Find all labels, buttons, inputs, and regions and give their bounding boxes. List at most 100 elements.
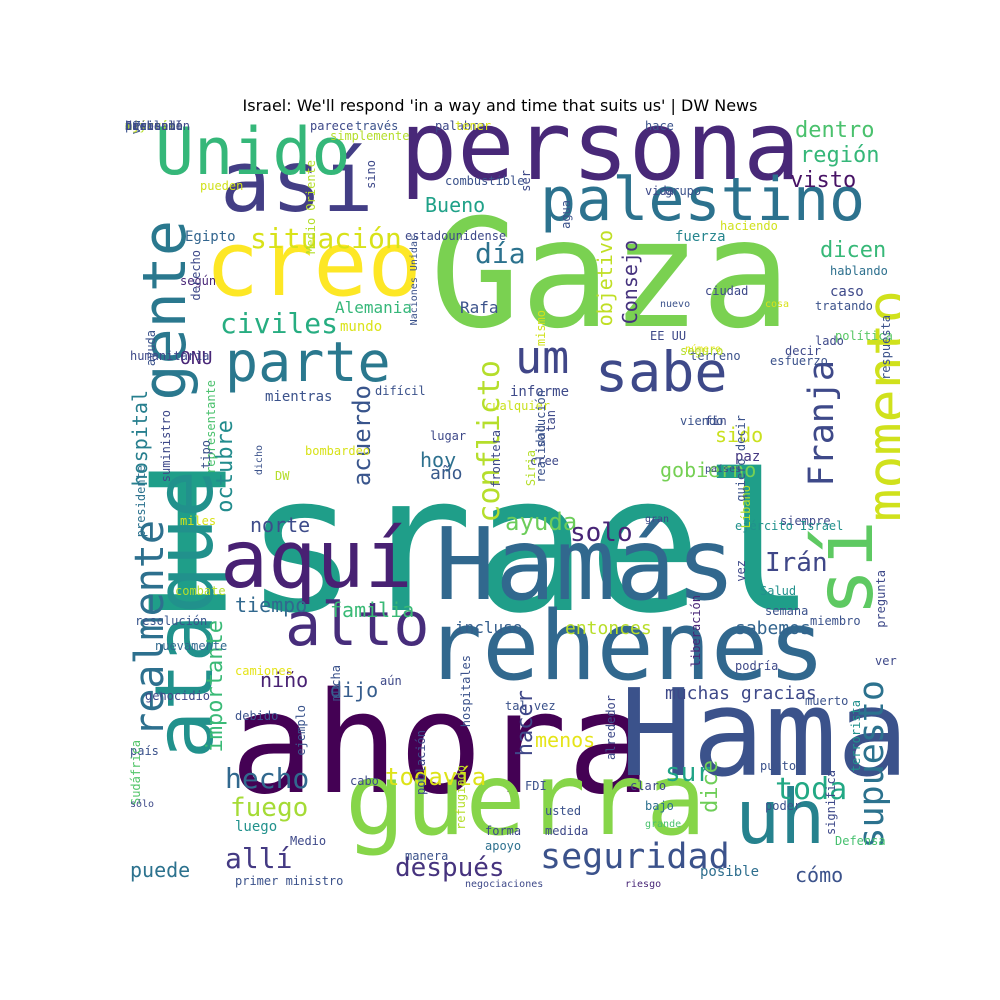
word-106-poder: poder	[765, 799, 802, 813]
word-101-forma: forma	[485, 824, 522, 838]
word-166-tipo: tipo	[199, 440, 213, 469]
word-162-dicho: dicho	[254, 445, 265, 476]
word-171-derecho: derecho	[189, 250, 203, 301]
word-63-como: cómo	[795, 863, 844, 887]
word-5-rehenes: rehenes	[425, 592, 826, 702]
word-175-traves: través	[355, 120, 399, 133]
word-160-frontera: frontera	[489, 430, 503, 488]
word-165-bombardeo: bombardeo	[305, 444, 371, 458]
word-108-grande: grande	[645, 819, 682, 830]
word-36-dia: día	[475, 237, 526, 270]
word-27-toda: toda	[775, 772, 848, 807]
word-20-um: um	[515, 331, 570, 384]
word-182-ser: ser	[519, 170, 533, 192]
word-102-apoyo: apoyo	[485, 839, 522, 853]
word-70-mundo: mundo	[340, 319, 383, 335]
word-173-pueden: pueden	[200, 179, 244, 193]
word-12-aqui: aquí	[220, 513, 413, 606]
word-196-hacia: hacia	[125, 120, 162, 133]
word-128-salud: Salud	[760, 584, 797, 598]
word-72-paz: paz	[735, 449, 761, 465]
word-120-mucha: mucha	[329, 665, 343, 702]
word-97-cabo: cabo	[350, 774, 379, 788]
word-103-negociaciones: negociaciones	[465, 879, 544, 890]
word-129-vez: vez	[734, 560, 748, 582]
word-60-dijo: dijo	[330, 678, 379, 702]
word-189-ejercito: ejército	[125, 120, 183, 133]
word-52-bueno: Bueno	[425, 193, 486, 217]
word-135-liberacion: liberación	[689, 595, 703, 668]
word-68-onu: ONU	[180, 348, 213, 369]
word-158-cree: cree	[530, 454, 559, 468]
word-155-lugar: lugar	[430, 429, 467, 443]
word-54-sido: sido	[715, 423, 764, 447]
word-107-bajo: bajo	[645, 799, 674, 813]
word-118-hospitales: hospitales	[459, 655, 473, 728]
word-141-viendo: viendo	[680, 414, 724, 428]
word-144-terreno: terreno	[690, 349, 741, 363]
word-174-parece: parece	[310, 120, 354, 133]
word-6-guerra: guerra	[345, 741, 707, 858]
word-77-informe: informe	[510, 384, 570, 400]
word-84-presidente: presidente	[134, 465, 148, 538]
word-179-hace: hace	[645, 120, 674, 133]
word-55-familia: familia	[330, 598, 415, 622]
word-43-sur: sur	[665, 758, 712, 788]
word-127-semana: semana	[765, 604, 809, 618]
word-94-solo: sólo	[130, 799, 155, 810]
word-126-pregunta: pregunta	[874, 570, 888, 628]
word-90-debido: debido	[235, 709, 279, 723]
word-122-podria: podría	[735, 659, 779, 673]
word-73-fuerza: fuerza	[675, 229, 726, 245]
word-113-tal-vez: tal vez	[505, 699, 556, 713]
word-58-hoy: hoy	[420, 448, 457, 472]
word-9-asi: así	[220, 133, 374, 232]
word-119-aun: aún	[380, 674, 402, 688]
word-56-tiempo: tiempo	[235, 593, 308, 617]
word-190-tribunal: tribunal	[125, 120, 183, 133]
word-136-gran: gran	[645, 514, 670, 525]
word-49-objetivo: objetivo	[593, 230, 617, 327]
word-34-todavia: todavía	[385, 763, 487, 791]
word-195-diciendo: diciendo	[125, 120, 183, 133]
word-151-nuevo: nuevo	[660, 299, 691, 310]
word-4-hama: Hama	[620, 665, 900, 804]
word-cloud: Israel Gaza ahora Hamás Hama rehenes guerra per…	[125, 120, 900, 890]
word-96-primer-ministro: primer ministro	[235, 874, 344, 888]
word-121-camiones: camiones	[235, 664, 293, 678]
word-159-solucion: solución	[534, 390, 548, 448]
word-51-dicen: dicen	[820, 238, 887, 263]
word-44-dice: dice	[698, 760, 723, 813]
word-148-seguro: seguro	[680, 344, 724, 358]
word-61-menos: menos	[535, 728, 596, 752]
word-187-estadounidense: estadounidense	[405, 229, 507, 243]
word-89-genocidio: genocidio	[145, 689, 211, 703]
word-125-miembro: miembro	[810, 614, 861, 628]
word-64-sabemos: sabemos	[735, 618, 811, 639]
word-105-defensa: Defensa	[835, 834, 886, 848]
word-83-respuesta: respuesta	[879, 315, 893, 381]
word-194-problema: problema	[125, 120, 183, 133]
word-193-casa: casa	[125, 120, 154, 133]
word-39-visto: visto	[790, 168, 857, 193]
word-167-humanitaria: humanitaria	[130, 349, 210, 363]
word-176-simplemente: simplemente	[330, 129, 410, 143]
word-75-luego: luego	[235, 819, 278, 835]
word-76-mientras: mientras	[265, 389, 333, 405]
word-180-sino: sino	[364, 160, 378, 189]
word-192-bien: bien	[125, 120, 154, 133]
word-82-politica: política	[835, 329, 893, 343]
word-133-siempre: siempre	[780, 514, 831, 528]
word-71-ano: año	[430, 463, 463, 484]
word-11-palestino: palestino	[540, 165, 866, 235]
word-62-puede: puede	[130, 858, 191, 882]
word-48-gobierno: gobierno	[660, 458, 757, 482]
word-168-ayuda: ayuda	[144, 330, 158, 367]
word-42-octubre: octubre	[213, 420, 238, 513]
word-74-posible: posible	[700, 864, 760, 880]
word-142-ee-uu: EE UU	[650, 329, 687, 343]
word-66-alemania: Alemania	[335, 298, 413, 317]
word-170-medio-oriente: Medio Oriente	[304, 160, 318, 254]
word-18-alto: alto	[285, 590, 430, 660]
word-99-medida: medida	[545, 824, 589, 838]
